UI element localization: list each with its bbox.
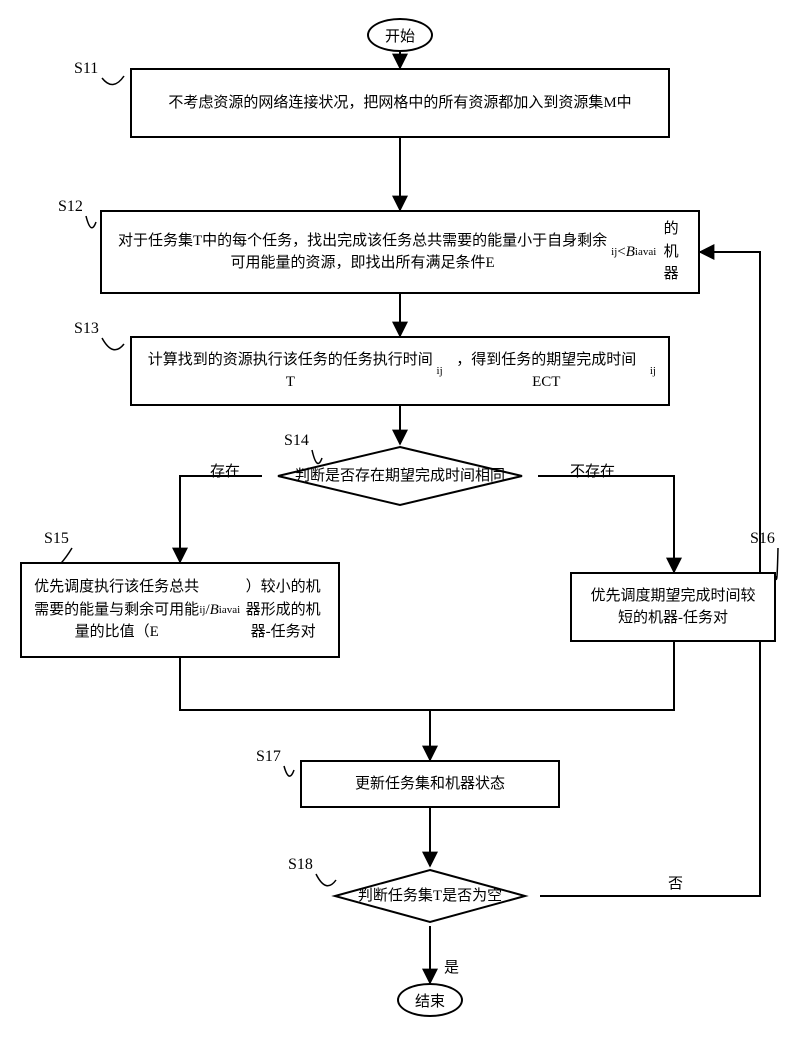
edge-label: 存在 (210, 460, 240, 481)
process-s12: 对于任务集T中的每个任务，找出完成该任务总共需要的能量小于自身剩余可用能量的资源… (100, 210, 700, 294)
edge-label: 是 (444, 956, 459, 977)
step-label: S17 (256, 748, 281, 766)
edge-label: 否 (668, 872, 683, 893)
step-label: S12 (58, 198, 83, 216)
process-s15: 优先调度执行该任务总共需要的能量与剩余可用能量的比值（Eij / Biavai）… (20, 562, 340, 658)
step-label: S15 (44, 530, 69, 548)
step-label: S18 (288, 856, 313, 874)
decision-s18: 判断任务集T是否为空 (335, 870, 525, 922)
edge-label: 不存在 (570, 460, 615, 481)
decision-s18-label: 判断任务集T是否为空 (335, 870, 525, 922)
step-label: S13 (74, 320, 99, 338)
end-terminal: 结束 (397, 983, 463, 1017)
process-s13: 计算找到的资源执行该任务的任务执行时间Tij，得到任务的期望完成时间ECTij (130, 336, 670, 406)
process-s16: 优先调度期望完成时间较短的机器-任务对 (570, 572, 776, 642)
decision-s14: 判断是否存在期望完成时间相同 (278, 447, 522, 505)
start-terminal: 开始 (367, 18, 433, 52)
step-label: S16 (750, 530, 775, 548)
start-label: 开始 (385, 25, 415, 46)
process-s17: 更新任务集和机器状态 (300, 760, 560, 808)
end-label: 结束 (415, 990, 445, 1011)
step-label: S14 (284, 432, 309, 450)
flowchart-canvas: 开始 结束 不考虑资源的网络连接状况，把网格中的所有资源都加入到资源集M中 对于… (0, 0, 800, 1043)
step-label: S11 (74, 60, 98, 78)
process-s11: 不考虑资源的网络连接状况，把网格中的所有资源都加入到资源集M中 (130, 68, 670, 138)
decision-s14-label: 判断是否存在期望完成时间相同 (278, 447, 522, 505)
